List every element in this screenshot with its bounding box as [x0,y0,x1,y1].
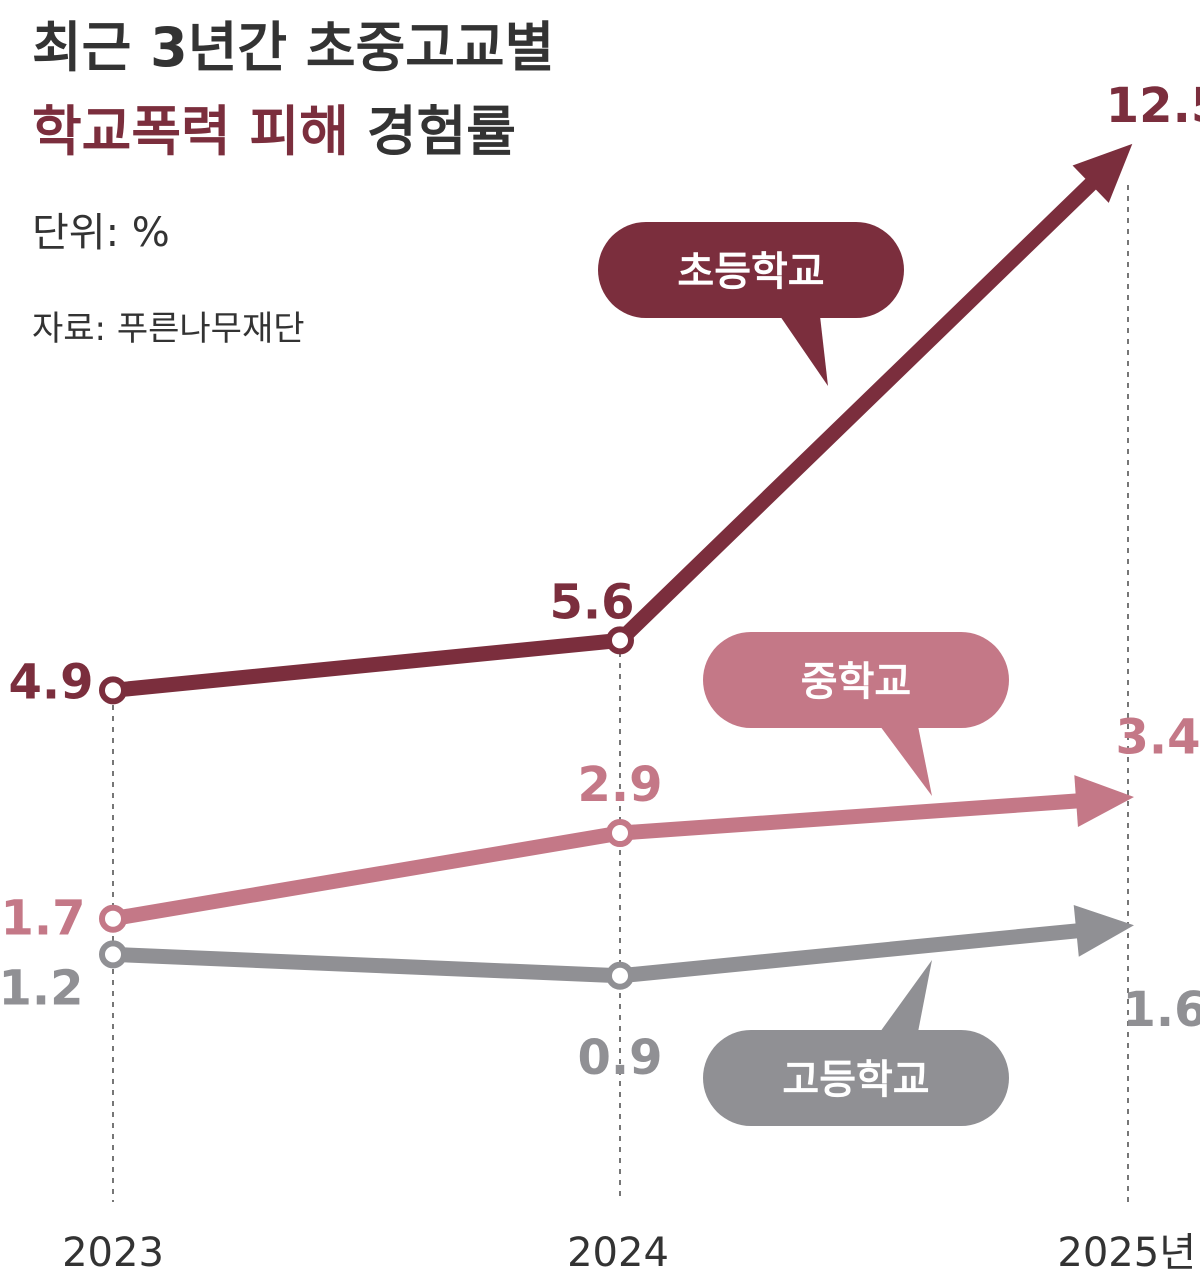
series-line-2 [105,923,1084,984]
chart-title-line2: 학교폭력 피해 경험률 [32,100,516,163]
x-tick-label: 2024 [567,1230,669,1276]
source-label: 자료: 푸른나무재단 [32,309,305,349]
x-tick-label: 2025년 [1057,1230,1196,1276]
chart-title-line1: 최근 3년간 초중고교별 [32,16,554,79]
data-point-marker [99,676,127,705]
callout-bubble [703,632,1009,728]
series-arrow-0 [1072,143,1133,203]
data-label: 1.2 [0,960,84,1016]
series-name-label: 중학교 [801,659,911,705]
series-arrow-2 [1073,905,1134,957]
data-labels: 4.9 5.6 12.5 1.7 2.9 3.4 1.2 0.9 1.6 [0,78,1200,1086]
data-label: 4.9 [8,654,93,710]
series-arrow-1 [1074,775,1134,827]
data-label: 0.9 [577,1030,662,1086]
x-axis-ticks: 2023 2024 2025년 [62,1230,1196,1276]
data-point-marker [99,940,127,969]
callout-tail [880,726,932,796]
callout-bubble [598,222,904,318]
callout-tail [780,316,828,386]
x-tick-label: 2023 [62,1230,164,1276]
callout-tail [880,960,932,1032]
data-label: 3.4 [1115,709,1200,765]
data-label: 1.6 [1122,982,1200,1038]
series-name-label: 고등학교 [782,1057,929,1103]
vertical-guides [112,185,1129,1202]
data-markers [99,626,634,990]
data-label: 12.5 [1106,78,1200,134]
series-line-1 [105,793,1084,927]
data-label: 1.7 [0,891,85,947]
data-point-marker [99,904,127,933]
series-name-label: 초등학교 [677,249,824,295]
unit-label: 단위: % [32,210,170,256]
data-label: 2.9 [577,757,662,813]
data-point-marker [606,819,634,848]
callout-bubble [703,1030,1009,1126]
chart-title-rest: 경험률 [367,100,516,163]
data-point-marker [606,961,634,990]
data-point-marker [606,626,634,655]
data-label: 5.6 [549,574,634,630]
chart-title-highlight: 학교폭력 피해 [32,100,349,163]
